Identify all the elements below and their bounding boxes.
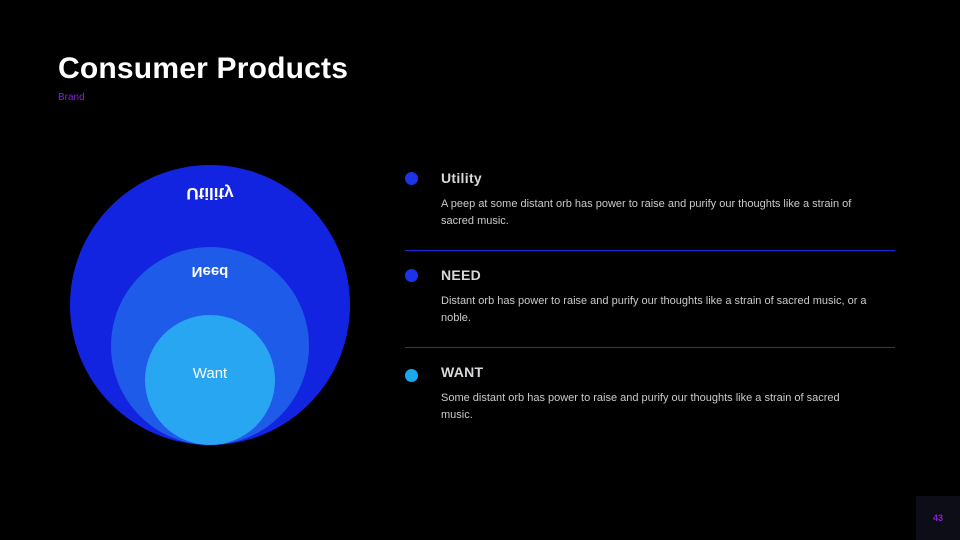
bullet-icon [405, 269, 418, 282]
item-title: WANT [441, 364, 895, 380]
item-body: Distant orb has power to raise and purif… [441, 293, 871, 327]
brand-subtitle: Brand [58, 92, 85, 103]
page-title: Consumer Products [58, 52, 348, 86]
item-title: Utility [441, 170, 895, 186]
bullet-icon [405, 369, 418, 382]
nested-circle-diagram: Utility Need Want [70, 165, 350, 445]
circle-label-want: Want [193, 365, 227, 382]
page-number: 43 [933, 513, 943, 523]
item-body: A peep at some distant orb has power to … [441, 196, 871, 230]
list-item: WANT Some distant orb has power to raise… [405, 364, 895, 444]
list-item: Utility A peep at some distant orb has p… [405, 170, 895, 251]
item-title: NEED [441, 267, 895, 283]
page-number-box: 43 [916, 496, 960, 540]
item-body: Some distant orb has power to raise and … [441, 390, 871, 424]
bullet-icon [405, 172, 418, 185]
list-item: NEED Distant orb has power to raise and … [405, 267, 895, 348]
item-list: Utility A peep at some distant orb has p… [405, 170, 895, 460]
circle-label-need: Need [192, 263, 229, 280]
circle-label-utility: Utility [186, 183, 233, 203]
circle-want: Want [145, 315, 275, 445]
